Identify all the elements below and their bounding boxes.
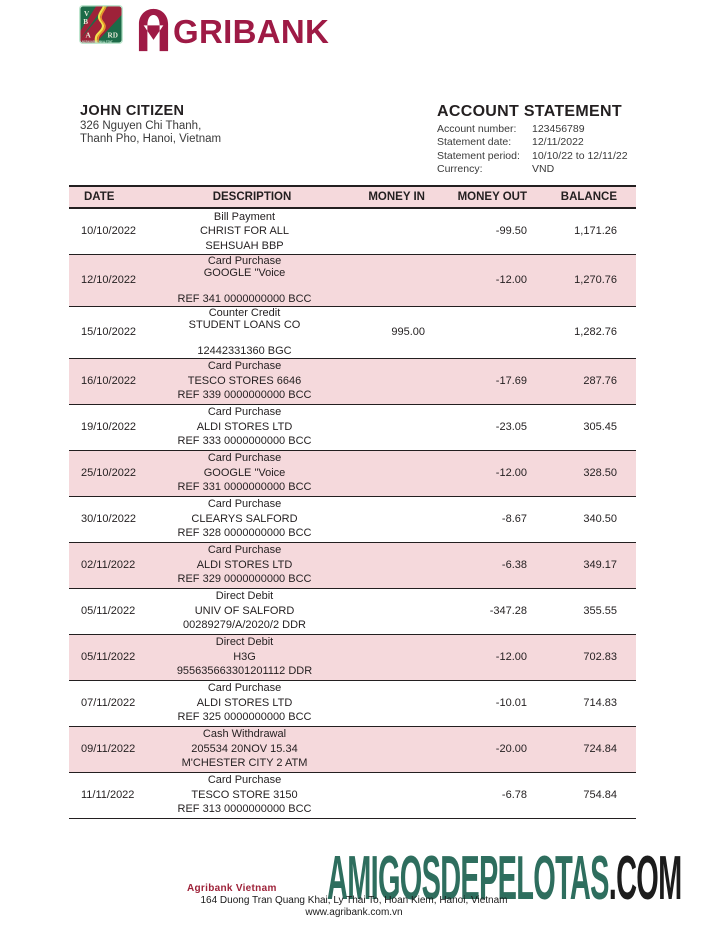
svg-text:V: V <box>84 10 90 18</box>
svg-text:RD: RD <box>108 32 118 40</box>
svg-text:B: B <box>83 18 88 26</box>
svg-text:A: A <box>86 32 92 40</box>
